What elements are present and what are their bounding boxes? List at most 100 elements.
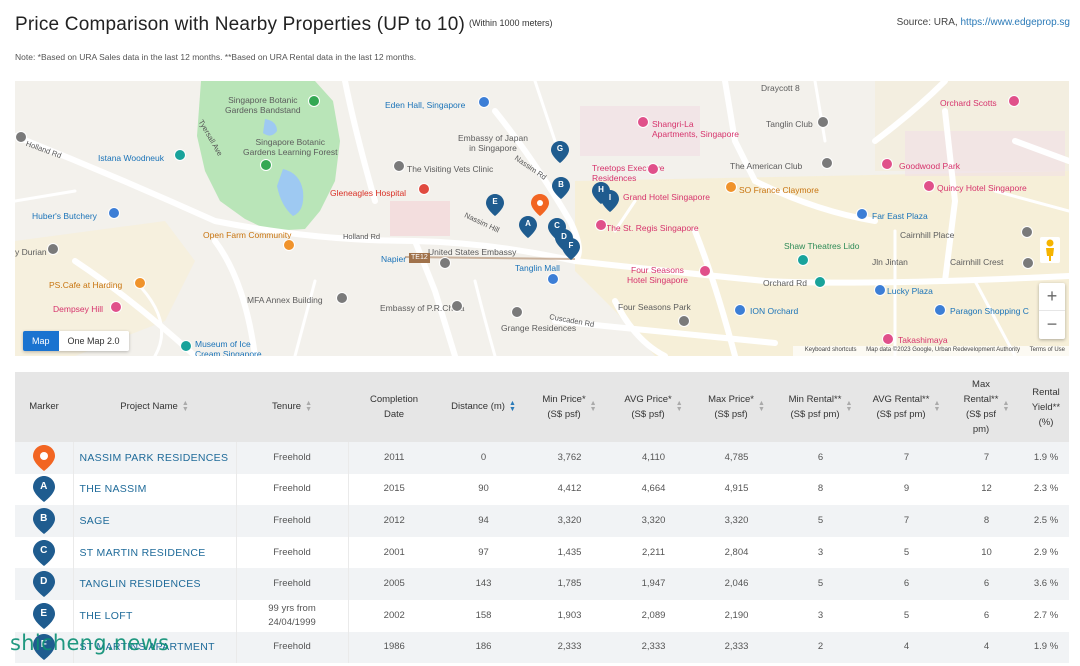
sort-icon[interactable]: ▲ ▼: [845, 400, 853, 413]
map-label-dempsey: Dempsey Hill: [53, 304, 104, 314]
project-name-link[interactable]: THE NASSIM: [73, 473, 237, 506]
source-credit: Source: URA, https://www.edgeprop.sg: [896, 17, 1070, 28]
sort-icon[interactable]: ▲ ▼: [675, 400, 683, 413]
source-link[interactable]: https://www.edgeprop.sg: [960, 17, 1070, 28]
hospital-icon: [418, 183, 430, 195]
cell-distance: 186: [440, 631, 527, 664]
column-header-11: Rental Yield** (%): [1023, 372, 1069, 442]
cell-max-price: 4,785: [695, 442, 778, 474]
map-label-te12: TE12: [409, 253, 430, 263]
marker-cell: A: [15, 473, 74, 506]
shop-icon: [734, 304, 746, 316]
cell-completion: 1986: [348, 631, 440, 664]
cell-avg-price: 4,110: [612, 442, 695, 474]
map-pin-f[interactable]: F: [562, 238, 580, 260]
map-pin-b[interactable]: B: [552, 177, 570, 199]
sort-icon[interactable]: ▲ ▼: [1002, 400, 1010, 413]
cell-yield: 2.9 %: [1023, 536, 1069, 569]
map-marker-icon: C: [32, 539, 55, 566]
data-note: Note: *Based on URA Sales data in the la…: [15, 52, 417, 62]
sort-icon[interactable]: ▲ ▼: [181, 399, 189, 413]
cell-min-price: 1,435: [527, 536, 612, 569]
sort-icon[interactable]: ▲ ▼: [758, 400, 765, 413]
marker-cell: C: [15, 536, 74, 569]
project-name-link[interactable]: NASSIM PARK RESIDENCES: [73, 442, 237, 474]
column-header-label: Tenure: [272, 401, 302, 413]
project-name-link[interactable]: SAGE: [73, 505, 237, 537]
column-header-4[interactable]: Distance (m) ▲ ▼: [440, 372, 527, 442]
column-header-5[interactable]: Min Price* (S$ psf)▲ ▼: [527, 372, 612, 442]
map-marker-icon: F: [32, 634, 55, 661]
map-pin-e[interactable]: E: [486, 194, 504, 216]
cell-avg-rental: 4: [863, 631, 950, 664]
shop-icon: [108, 207, 120, 219]
column-header-10[interactable]: Max Rental** (S$ psf pm)▲ ▼: [950, 372, 1023, 442]
cell-completion: 2011: [348, 442, 440, 474]
marker-cell: D: [15, 568, 74, 600]
cell-avg-rental: 5: [863, 536, 950, 569]
column-header-label: Min Rental** (S$ psf pm): [788, 394, 842, 420]
place-icon: [821, 157, 833, 169]
landmark-icon: [478, 96, 490, 108]
project-name-link[interactable]: THE LOFT: [73, 599, 237, 632]
map-pin-g[interactable]: G: [551, 141, 569, 163]
column-header-2[interactable]: Tenure ▲ ▼: [236, 372, 348, 442]
cell-avg-rental: 6: [863, 568, 950, 600]
column-header-9[interactable]: AVG Rental** (S$ psf pm)▲ ▼: [863, 372, 950, 442]
terms-link[interactable]: Terms of Use: [1029, 347, 1065, 353]
map-pin-subject[interactable]: [531, 194, 549, 216]
cell-max-price: 4,915: [695, 473, 778, 506]
keyboard-shortcuts-link[interactable]: Keyboard shortcuts: [804, 347, 857, 353]
column-header-8[interactable]: Min Rental** (S$ psf pm)▲ ▼: [778, 372, 863, 442]
cell-max-rental: 7: [950, 442, 1023, 474]
sort-icon[interactable]: ▲ ▼: [508, 399, 516, 413]
table-row: C ST MARTIN RESIDENCE Freehold 2001 97 1,435 2…: [15, 536, 1069, 569]
place-icon: [451, 300, 463, 312]
hotel-icon: [595, 219, 607, 231]
column-header-7[interactable]: Max Price* (S$ psf) ▲ ▼: [695, 372, 778, 442]
map-tab-onemap[interactable]: One Map 2.0: [58, 331, 129, 351]
column-header-6[interactable]: AVG Price* (S$ psf)▲ ▼: [612, 372, 695, 442]
map-label-treetops: Treetops Executive Residences: [592, 163, 664, 183]
park-icon: [308, 95, 320, 107]
map-label-hubers: Huber's Butchery: [32, 211, 97, 221]
cell-tenure: Freehold: [236, 505, 349, 537]
cell-min-rental: 5: [778, 568, 863, 600]
sort-icon[interactable]: ▲ ▼: [305, 399, 312, 413]
map[interactable]: Singapore Botanic Gardens Bandstand Sing…: [15, 81, 1069, 356]
map-label-embassy-prc: Embassy of P.R.China: [380, 303, 465, 313]
map-label-grand-hotel: Grand Hotel Singapore: [623, 192, 710, 202]
museum-icon: [180, 340, 192, 352]
cell-max-rental: 8: [950, 505, 1023, 537]
cell-avg-price: 3,320: [612, 505, 695, 537]
cell-max-rental: 6: [950, 568, 1023, 600]
table-row: D TANGLIN RESIDENCES Freehold 2005 143 1,785 1…: [15, 568, 1069, 600]
map-label-paragon: Paragon Shopping C: [950, 306, 1029, 316]
column-header-label: Min Price* (S$ psf): [542, 394, 586, 420]
map-label-durian: y Durian: [15, 247, 47, 257]
zoom-in-button[interactable]: +: [1039, 283, 1065, 311]
cell-min-rental: 2: [778, 631, 863, 664]
cell-min-rental: 8: [778, 473, 863, 506]
cell-min-rental: 3: [778, 536, 863, 569]
street-view-pegman-icon[interactable]: [1040, 237, 1060, 263]
project-name-link[interactable]: ST MARTINS APARTMENT: [73, 631, 237, 664]
place-icon: [1021, 226, 1033, 238]
zoom-out-button[interactable]: −: [1046, 314, 1058, 334]
cell-completion: 2005: [348, 568, 440, 600]
cell-avg-price: 2,333: [612, 631, 695, 664]
shop-icon: [934, 304, 946, 316]
cell-min-rental: 3: [778, 599, 863, 632]
map-tab-map[interactable]: Map: [23, 331, 59, 351]
column-header-1[interactable]: Project Name ▲ ▼: [73, 372, 236, 442]
sort-icon[interactable]: ▲ ▼: [589, 400, 597, 413]
project-name-link[interactable]: TANGLIN RESIDENCES: [73, 568, 237, 600]
sort-icon[interactable]: ▲ ▼: [933, 400, 941, 413]
project-name-link[interactable]: ST MARTIN RESIDENCE: [73, 536, 237, 569]
hotel-icon: [647, 163, 659, 175]
map-pin-i[interactable]: I: [601, 190, 619, 212]
cell-avg-price: 4,664: [612, 473, 695, 506]
cell-avg-rental: 9: [863, 473, 950, 506]
map-pin-a[interactable]: A: [519, 216, 537, 238]
map-marker-icon: D: [32, 571, 55, 598]
